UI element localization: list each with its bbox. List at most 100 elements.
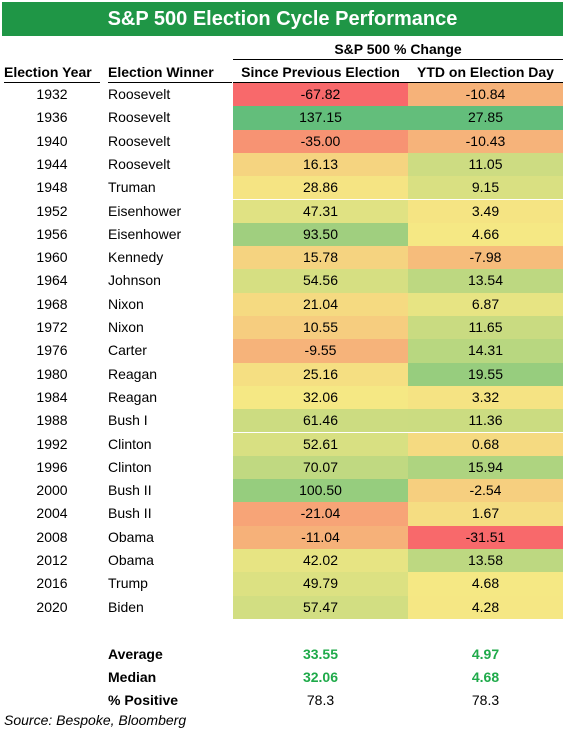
since-previous-cell: 57.47 <box>233 595 408 619</box>
summary-label: % Positive <box>108 692 179 708</box>
table-row: 1980 Reagan 25.16 19.55 <box>0 362 567 386</box>
year-cell: 1984 <box>36 388 68 405</box>
since-previous-cell: 54.56 <box>233 269 408 293</box>
winner-cell: Biden <box>108 598 144 615</box>
winner-cell: Bush II <box>108 505 152 522</box>
ytd-cell: 27.85 <box>408 106 563 130</box>
winner-cell: Truman <box>108 179 156 196</box>
year-cell: 2012 <box>36 552 68 568</box>
table-row: 1968 Nixon 21.04 6.87 <box>0 292 567 316</box>
year-cell: 1992 <box>36 435 68 452</box>
summary-row: % Positive 78.3 78.3 <box>0 689 567 712</box>
table-row: 1940 Roosevelt -35.00 -10.43 <box>0 129 567 153</box>
winner-cell: Reagan <box>108 388 158 405</box>
group-header-underline <box>233 59 563 60</box>
ytd-cell: 4.68 <box>408 572 563 596</box>
winner-cell: Eisenhower <box>108 202 182 219</box>
col-header-since: Since Previous Election <box>241 64 400 80</box>
winner-cell: Obama <box>108 552 154 568</box>
ytd-cell: -2.54 <box>408 479 563 503</box>
summary-row: Median 32.06 4.68 <box>0 666 567 689</box>
winner-cell: Clinton <box>108 458 152 475</box>
year-cell: 2008 <box>36 528 68 545</box>
ytd-cell: -10.84 <box>408 83 563 107</box>
year-cell: 1964 <box>36 272 68 289</box>
summary-row: Average 33.55 4.97 <box>0 643 567 666</box>
col-header-year: Election Year <box>4 64 92 80</box>
table-row: 2012 Obama 42.02 13.58 <box>0 549 567 573</box>
since-previous-cell: 52.61 <box>233 432 408 456</box>
table-row: 1948 Truman 28.86 9.15 <box>0 176 567 200</box>
since-previous-cell: 15.78 <box>233 246 408 270</box>
table-row: 2000 Bush II 100.50 -2.54 <box>0 479 567 503</box>
winner-cell: Roosevelt <box>108 155 171 172</box>
ytd-cell: 13.58 <box>408 549 563 573</box>
year-cell: 1976 <box>36 342 68 359</box>
year-cell: 1980 <box>36 365 68 382</box>
table-row: 2008 Obama -11.04 -31.51 <box>0 525 567 549</box>
winner-cell: Roosevelt <box>108 132 171 149</box>
year-cell: 1988 <box>36 412 68 429</box>
year-cell: 2000 <box>36 482 68 499</box>
table-row: 1944 Roosevelt 16.13 11.05 <box>0 152 567 177</box>
year-cell: 2020 <box>36 598 68 615</box>
col-header-winner-underline <box>108 82 232 83</box>
winner-cell: Johnson <box>108 272 161 289</box>
ytd-cell: 11.65 <box>408 316 563 340</box>
since-previous-cell: -67.82 <box>233 83 408 107</box>
year-cell: 1944 <box>36 155 68 172</box>
winner-cell: Nixon <box>108 319 144 335</box>
since-previous-cell: 25.16 <box>233 362 408 386</box>
ytd-cell: 13.54 <box>408 269 563 293</box>
ytd-cell: 3.32 <box>408 385 563 410</box>
since-previous-cell: 10.55 <box>233 316 408 340</box>
year-cell: 1940 <box>36 132 68 149</box>
col-header-winner: Election Winner <box>108 64 214 80</box>
col-header-ytd: YTD on Election Day <box>417 64 554 80</box>
since-previous-cell: 42.02 <box>233 549 408 573</box>
ytd-cell: -7.98 <box>408 246 563 270</box>
since-previous-cell: 21.04 <box>233 292 408 316</box>
col-header-year-underline <box>4 82 100 83</box>
since-previous-cell: -21.04 <box>233 502 408 526</box>
since-previous-cell: -9.55 <box>233 339 408 363</box>
winner-cell: Bush I <box>108 412 148 429</box>
year-cell: 1960 <box>36 249 68 266</box>
winner-cell: Bush II <box>108 482 152 499</box>
year-cell: 1996 <box>36 458 68 475</box>
since-previous-cell: -35.00 <box>233 129 408 153</box>
table-row: 1960 Kennedy 15.78 -7.98 <box>0 246 567 270</box>
table-title: S&P 500 Election Cycle Performance <box>2 2 563 36</box>
table-row: 2004 Bush II -21.04 1.67 <box>0 502 567 526</box>
ytd-cell: 0.68 <box>408 432 563 456</box>
winner-cell: Clinton <box>108 435 152 452</box>
ytd-cell: -31.51 <box>408 525 563 549</box>
table-row: 1964 Johnson 54.56 13.54 <box>0 269 567 293</box>
since-previous-cell: 93.50 <box>233 222 408 247</box>
year-cell: 2016 <box>36 575 68 592</box>
summary-ytd-value: 78.3 <box>471 692 500 708</box>
since-previous-cell: 137.15 <box>233 106 408 130</box>
ytd-cell: 9.15 <box>408 176 563 200</box>
winner-cell: Roosevelt <box>108 109 171 126</box>
ytd-cell: 11.36 <box>408 409 563 433</box>
since-previous-cell: 47.31 <box>233 199 408 223</box>
since-previous-cell: 61.46 <box>233 409 408 433</box>
summary-ytd-value: 4.97 <box>471 646 500 662</box>
ytd-cell: 4.66 <box>408 222 563 247</box>
ytd-cell: 4.28 <box>408 595 563 619</box>
table-row: 1996 Clinton 70.07 15.94 <box>0 455 567 480</box>
winner-cell: Carter <box>108 342 147 359</box>
summary-since-value: 33.55 <box>302 646 339 662</box>
table-row: 1932 Roosevelt -67.82 -10.84 <box>0 83 567 107</box>
winner-cell: Trump <box>108 575 148 592</box>
table-row: 1972 Nixon 10.55 11.65 <box>0 316 567 340</box>
table-row: 1976 Carter -9.55 14.31 <box>0 339 567 363</box>
winner-cell: Obama <box>108 528 154 545</box>
summary-since-value: 32.06 <box>302 669 339 685</box>
year-cell: 1956 <box>36 225 68 242</box>
since-previous-cell: -11.04 <box>233 525 408 549</box>
table-row: 1984 Reagan 32.06 3.32 <box>0 385 567 410</box>
table-row: 2020 Biden 57.47 4.28 <box>0 595 567 619</box>
ytd-cell: 1.67 <box>408 502 563 526</box>
